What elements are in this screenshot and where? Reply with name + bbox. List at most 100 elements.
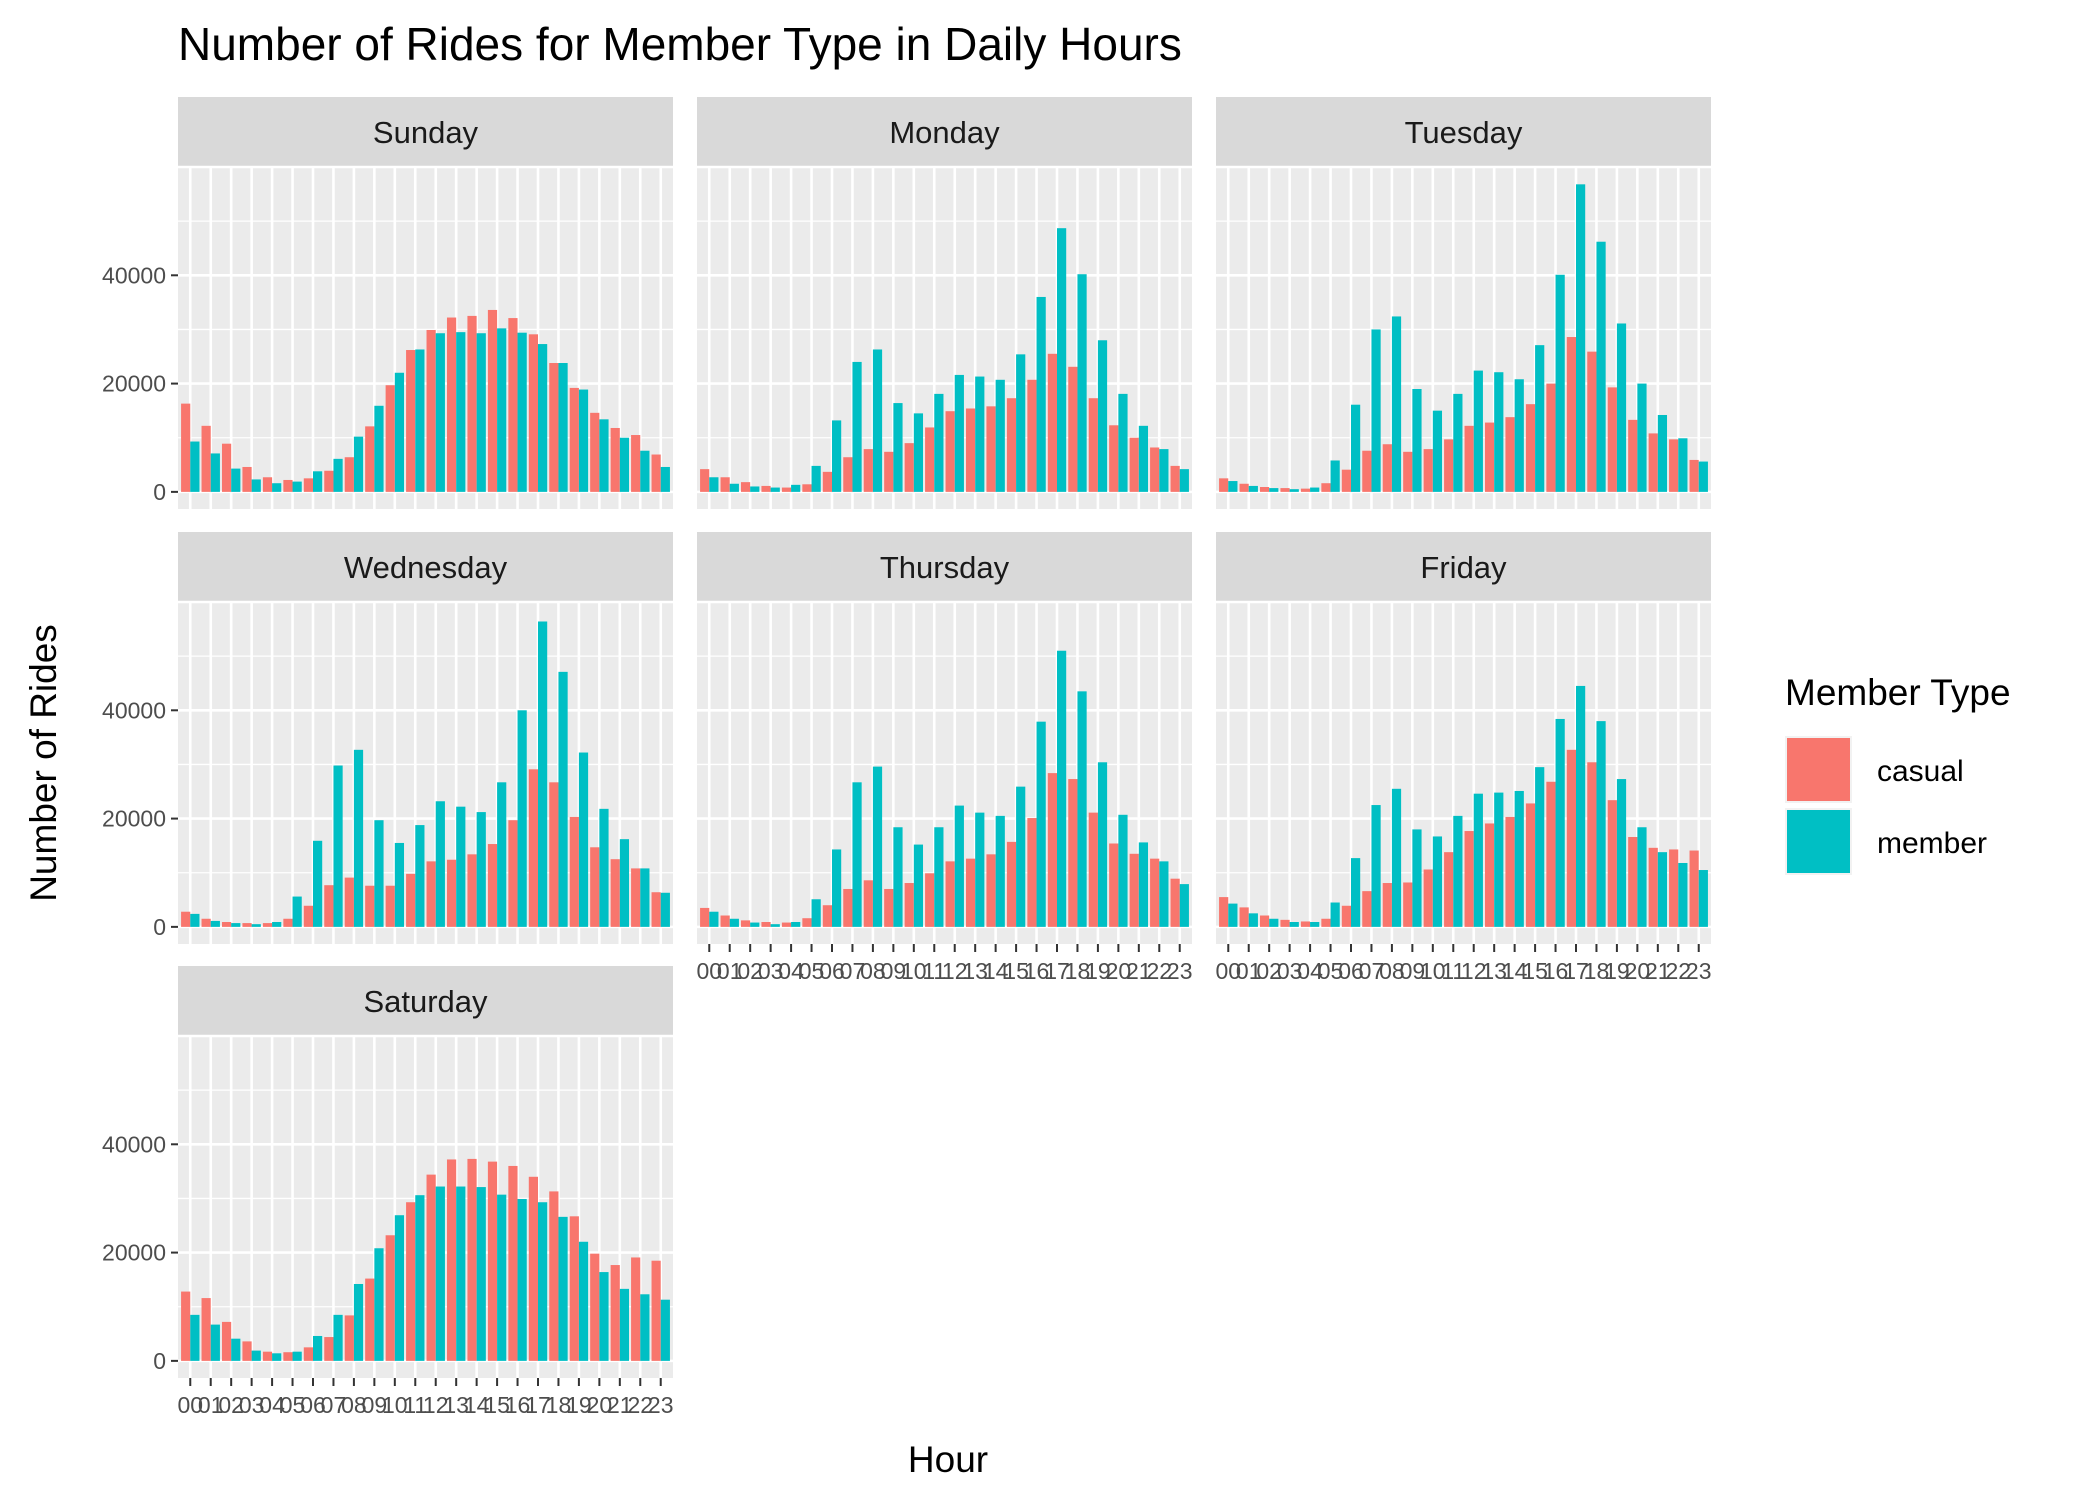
x-tick-label: 02 — [737, 958, 763, 984]
bar-tuesday-member-02 — [1269, 488, 1279, 492]
bar-tuesday-casual-00 — [1219, 478, 1229, 492]
bar-tuesday-member-15 — [1535, 345, 1545, 492]
bar-tuesday-member-13 — [1494, 372, 1504, 492]
bar-monday-casual-03 — [761, 485, 771, 492]
bar-monday-member-17 — [1057, 228, 1067, 492]
bar-thursday-casual-13 — [965, 858, 976, 927]
x-tick-label: 01 — [198, 1392, 224, 1418]
bar-sunday-member-19 — [578, 389, 589, 492]
bar-thursday-casual-21 — [1129, 853, 1139, 927]
bar-saturday-member-18 — [558, 1216, 568, 1361]
bar-friday-member-23 — [1698, 870, 1708, 927]
bar-tuesday-member-07 — [1371, 329, 1381, 492]
bar-tuesday-casual-08 — [1382, 444, 1392, 492]
bar-friday-casual-10 — [1423, 869, 1433, 927]
bar-friday-member-09 — [1412, 829, 1422, 927]
bar-wednesday-member-07 — [333, 765, 343, 927]
bar-monday-casual-01 — [720, 477, 730, 492]
bar-friday-casual-22 — [1669, 849, 1679, 927]
y-tick-label: 40000 — [102, 697, 166, 723]
x-tick-label: 21 — [607, 1392, 633, 1418]
bar-friday-casual-07 — [1362, 891, 1372, 927]
bar-sunday-casual-09 — [365, 426, 375, 492]
bar-thursday-casual-03 — [761, 922, 771, 927]
strip-tuesday — [1216, 97, 1711, 167]
bar-sunday-casual-01 — [201, 425, 211, 492]
bar-saturday-casual-01 — [201, 1298, 211, 1361]
bar-saturday-casual-17 — [528, 1176, 538, 1361]
strip-sunday — [178, 97, 673, 167]
bar-thursday-member-09 — [893, 827, 903, 927]
bar-saturday-member-10 — [394, 1215, 405, 1361]
bar-thursday-casual-04 — [781, 922, 792, 927]
bar-saturday-casual-05 — [283, 1352, 293, 1361]
bar-friday-casual-21 — [1648, 847, 1658, 927]
bar-saturday-casual-19 — [569, 1216, 579, 1361]
bar-thursday-member-19 — [1097, 762, 1108, 927]
bar-wednesday-casual-11 — [406, 873, 416, 927]
strip-label-sunday: Sunday — [373, 115, 479, 150]
x-tick-label: 04 — [778, 958, 804, 984]
bar-tuesday-member-06 — [1351, 404, 1361, 492]
bar-sunday-casual-19 — [569, 387, 579, 492]
bar-saturday-member-15 — [497, 1194, 507, 1361]
bar-friday-casual-15 — [1525, 803, 1536, 927]
bar-tuesday-member-08 — [1391, 316, 1402, 492]
bar-wednesday-member-09 — [374, 820, 384, 927]
bar-wednesday-casual-09 — [365, 885, 375, 927]
bar-friday-casual-03 — [1280, 919, 1290, 927]
bar-tuesday-casual-11 — [1444, 439, 1454, 492]
bar-wednesday-member-15 — [497, 782, 507, 927]
bar-wednesday-member-04 — [272, 922, 282, 927]
bar-wednesday-member-02 — [231, 923, 241, 927]
bar-monday-member-20 — [1118, 393, 1128, 492]
bar-saturday-member-09 — [374, 1248, 384, 1361]
bar-wednesday-casual-21 — [610, 859, 620, 927]
bar-friday-casual-06 — [1341, 905, 1351, 927]
bar-tuesday-casual-02 — [1259, 487, 1270, 492]
x-tick-label: 19 — [566, 1392, 592, 1418]
bar-friday-member-08 — [1391, 788, 1402, 927]
bar-saturday-casual-20 — [590, 1253, 600, 1361]
bar-sunday-member-00 — [190, 441, 200, 492]
bar-wednesday-casual-12 — [426, 861, 436, 927]
bar-sunday-member-05 — [292, 481, 302, 492]
x-tick-label: 23 — [648, 1392, 674, 1418]
legend-swatch-member — [1787, 810, 1850, 873]
bar-friday-member-02 — [1269, 918, 1279, 927]
panel-monday: Monday — [697, 97, 1192, 509]
bar-saturday-member-00 — [190, 1314, 200, 1361]
bar-monday-casual-16 — [1027, 379, 1037, 492]
bar-saturday-casual-22 — [631, 1257, 641, 1361]
bar-monday-casual-04 — [781, 487, 792, 492]
bar-thursday-member-04 — [791, 922, 801, 927]
x-tick-label: 04 — [1297, 958, 1323, 984]
bar-tuesday-member-00 — [1228, 481, 1238, 492]
bar-monday-member-18 — [1077, 274, 1087, 492]
bar-thursday-member-21 — [1138, 842, 1149, 927]
strip-label-thursday: Thursday — [880, 550, 1010, 585]
strip-thursday — [697, 532, 1192, 602]
bar-friday-casual-08 — [1382, 883, 1392, 927]
bar-tuesday-casual-09 — [1403, 451, 1413, 492]
bar-thursday-casual-09 — [884, 888, 894, 927]
bar-friday-member-20 — [1637, 827, 1647, 927]
bar-thursday-casual-05 — [802, 918, 812, 927]
bar-saturday-member-02 — [231, 1338, 241, 1361]
bar-sunday-member-07 — [333, 458, 343, 492]
bar-friday-member-05 — [1330, 902, 1340, 927]
bar-friday-casual-09 — [1403, 882, 1413, 927]
bar-wednesday-casual-06 — [303, 905, 313, 927]
bar-wednesday-casual-00 — [181, 911, 191, 927]
bar-tuesday-casual-07 — [1362, 450, 1372, 492]
bar-wednesday-member-23 — [660, 892, 670, 927]
bar-monday-member-04 — [791, 484, 801, 492]
bar-saturday-casual-14 — [467, 1158, 477, 1361]
bar-saturday-casual-02 — [221, 1321, 232, 1361]
bar-wednesday-member-17 — [538, 621, 548, 927]
bar-friday-member-14 — [1514, 790, 1524, 927]
x-tick-label: 18 — [1584, 958, 1610, 984]
bar-sunday-member-14 — [476, 333, 486, 492]
bar-thursday-casual-00 — [700, 907, 710, 927]
bar-wednesday-casual-07 — [324, 885, 334, 927]
